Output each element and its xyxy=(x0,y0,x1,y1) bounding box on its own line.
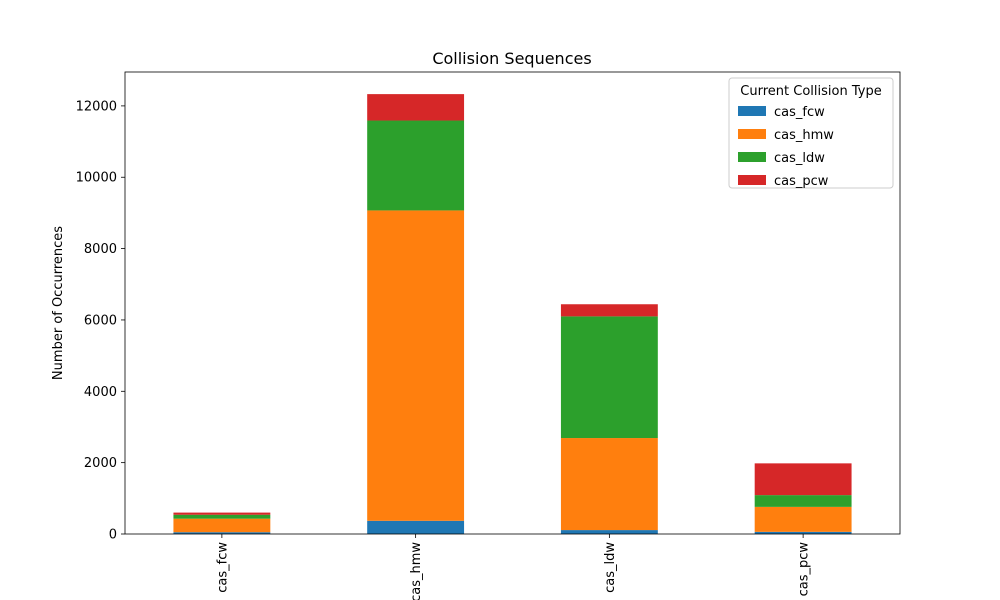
bar-cas_hmw-cas_fcw xyxy=(367,520,465,534)
legend-label-cas_ldw: cas_ldw xyxy=(774,151,825,166)
legend: Current Collision Type cas_fcw cas_hmw cas_… xyxy=(728,77,894,189)
legend-swatch-cas_fcw xyxy=(738,106,766,116)
chart-title: Collision Sequences xyxy=(432,49,591,68)
y-tick-label: 2000 xyxy=(84,456,117,471)
y-tick-label: 10000 xyxy=(76,171,117,186)
bar-cas_ldw-cas_hmw xyxy=(560,438,658,531)
bar-cas_ldw-cas_pcw xyxy=(560,304,658,317)
bar-cas_ldw-cas_ldw xyxy=(560,316,658,439)
y-tick-label: 8000 xyxy=(84,242,117,257)
legend-label-cas_hmw: cas_hmw xyxy=(774,128,834,143)
legend-label-cas_pcw: cas_pcw xyxy=(774,174,829,189)
plot-frame xyxy=(124,71,901,535)
legend-swatch-cas_ldw xyxy=(738,152,766,162)
bar-cas_pcw-cas_pcw xyxy=(754,463,852,496)
x-tick-label: cas_pcw xyxy=(797,542,812,597)
legend-swatch-cas_hmw xyxy=(738,129,766,139)
y-axis-label: Number of Occurrences xyxy=(51,226,66,380)
bar-cas_fcw-cas_hmw xyxy=(173,518,271,533)
bar-cas_pcw-cas_fcw xyxy=(754,531,852,534)
bar-cas_fcw-cas_fcw xyxy=(173,532,271,534)
legend-box xyxy=(728,77,894,189)
x-tick-label: cas_ldw xyxy=(603,542,618,593)
y-tick-label: 6000 xyxy=(84,313,117,328)
y-tick-label: 4000 xyxy=(84,385,117,400)
legend-title: Current Collision Type xyxy=(740,84,881,99)
x-tick-label: cas_fcw xyxy=(215,542,230,593)
bar-cas_pcw-cas_hmw xyxy=(754,506,852,532)
bar-cas_hmw-cas_pcw xyxy=(367,94,465,121)
y-tick-label: 12000 xyxy=(76,99,117,114)
axes-layer: 0 2000 4000 6000 8000 10000 12000 cas_fcw cas_hm… xyxy=(76,71,901,600)
x-tick-label: cas_hmw xyxy=(409,542,424,600)
bar-cas_fcw-cas_pcw xyxy=(173,512,271,515)
bars-layer xyxy=(173,94,852,534)
bar-cas_pcw-cas_ldw xyxy=(754,495,852,507)
bar-cas_fcw-cas_ldw xyxy=(173,514,271,519)
bar-cas_hmw-cas_ldw xyxy=(367,120,465,211)
bar-cas_hmw-cas_hmw xyxy=(367,210,465,521)
y-tick-label: 0 xyxy=(109,528,117,543)
legend-swatch-cas_pcw xyxy=(738,175,766,185)
bar-cas_ldw-cas_fcw xyxy=(560,530,658,534)
legend-label-cas_fcw: cas_fcw xyxy=(774,105,825,120)
